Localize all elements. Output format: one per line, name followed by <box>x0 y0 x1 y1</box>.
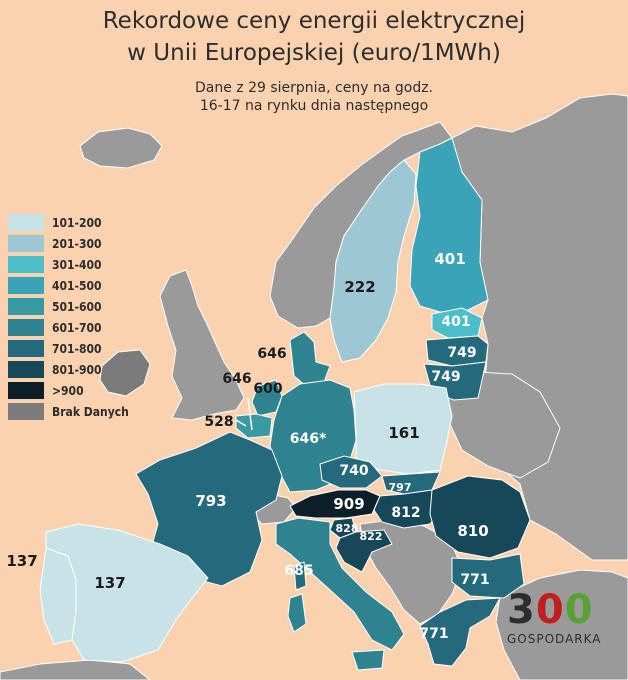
legend-swatch <box>8 277 44 294</box>
legend-swatch <box>8 403 44 420</box>
finland-shape <box>409 137 489 313</box>
legend-label: 301-400 <box>52 257 102 272</box>
legend-swatch <box>8 361 44 378</box>
label-lithuania: 749 <box>431 369 460 385</box>
north-africa-shape <box>0 659 151 680</box>
legend-label: 701-800 <box>52 341 102 356</box>
legend-item: 101-200 <box>8 212 129 233</box>
legend-label: 501-600 <box>52 299 102 314</box>
label-denmark: 646 <box>257 346 286 362</box>
legend-swatch <box>8 340 44 357</box>
legend: 101-200 201-300 301-400 401-500 501-600 … <box>8 212 129 422</box>
label-latvia: 749 <box>447 345 476 361</box>
legend-item: 701-800 <box>8 338 129 359</box>
legend-label: >900 <box>52 383 84 398</box>
italy-shape <box>275 517 405 651</box>
legend-item: 601-700 <box>8 317 129 338</box>
legend-swatch <box>8 214 44 231</box>
greece-shape <box>419 597 501 667</box>
label-romania: 810 <box>457 522 488 540</box>
logo-number: 300 <box>507 587 594 633</box>
legend-label: 601-700 <box>52 320 102 335</box>
label-bulgaria: 771 <box>460 572 489 588</box>
legend-swatch <box>8 235 44 252</box>
legend-label: 801-900 <box>52 362 102 377</box>
leader-line-lux <box>247 397 253 431</box>
label-estonia: 401 <box>441 314 470 330</box>
page-title-line2: w Unii Europejskiej (euro/1MWh) <box>127 40 501 66</box>
sweden-shape <box>329 159 417 363</box>
poland-shape <box>353 383 453 475</box>
label-france: 793 <box>195 492 226 510</box>
czechia-shape <box>319 455 383 489</box>
croatia-shape <box>335 529 393 573</box>
label-spain-outer: 137 <box>6 552 37 570</box>
belgium-shape <box>235 413 273 439</box>
bulgaria-shape <box>451 553 525 599</box>
legend-item: >900 <box>8 380 129 401</box>
logo-text: GOSPODARKA <box>507 632 602 646</box>
iceland-shape <box>79 127 163 169</box>
legend-label: 101-200 <box>52 215 102 230</box>
label-sweden: 222 <box>344 278 375 296</box>
label-croatia: 822 <box>360 530 383 543</box>
label-hungary: 812 <box>391 505 420 521</box>
ireland-shape <box>99 349 151 397</box>
label-belgium: 528 <box>204 414 233 430</box>
legend-swatch <box>8 319 44 336</box>
legend-item: Brak Danych <box>8 401 129 422</box>
page-title: Rekordowe ceny energii elektrycznej <box>102 8 526 34</box>
label-poland: 161 <box>388 424 419 442</box>
label-belgium-lux: 600 <box>253 381 282 397</box>
corsica-shape <box>293 561 307 591</box>
label-netherlands: 646 <box>222 371 251 387</box>
legend-item: 401-500 <box>8 275 129 296</box>
uk-shape <box>159 269 245 421</box>
brand-logo: 300 GOSPODARKA <box>507 590 619 646</box>
label-slovenia: 828 <box>336 522 359 535</box>
label-austria: 909 <box>333 495 364 513</box>
romania-shape <box>429 475 531 559</box>
legend-label: Brak Danych <box>52 404 129 419</box>
legend-item: 201-300 <box>8 233 129 254</box>
label-italy: 685 <box>284 563 313 579</box>
hungary-shape <box>373 489 445 529</box>
label-portugal: 137 <box>94 574 125 592</box>
subtitle: Dane z 29 sierpnia, ceny na godz. <box>195 80 433 96</box>
legend-swatch <box>8 256 44 273</box>
label-germany: 646* <box>290 431 327 447</box>
portugal-shape <box>39 547 77 645</box>
legend-label: 401-500 <box>52 278 102 293</box>
denmark-shape <box>289 331 331 387</box>
legend-label: 201-300 <box>52 236 102 251</box>
sicily-shape <box>351 649 385 671</box>
netherlands-shape <box>251 379 283 417</box>
legend-swatch <box>8 382 44 399</box>
subtitle-line2: 16-17 na rynku dnia następnego <box>199 98 429 114</box>
label-slovakia: 797 <box>389 481 412 494</box>
legend-swatch <box>8 298 44 315</box>
sardinia-shape <box>287 593 307 633</box>
label-finland: 401 <box>434 250 465 268</box>
france-shape <box>135 431 283 587</box>
turkey-shape <box>495 569 628 680</box>
legend-item: 801-900 <box>8 359 129 380</box>
legend-item: 301-400 <box>8 254 129 275</box>
legend-item: 501-600 <box>8 296 129 317</box>
label-greece: 771 <box>419 626 448 642</box>
label-czechia: 740 <box>339 463 368 479</box>
leader-line-belgium <box>235 419 247 427</box>
